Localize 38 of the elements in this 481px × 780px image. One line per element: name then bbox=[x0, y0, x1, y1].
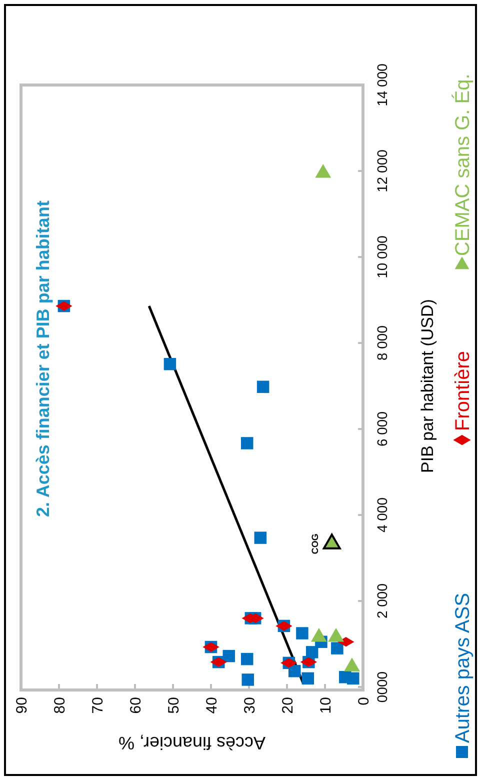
y-tick-label: 6 000 bbox=[374, 411, 390, 447]
point bbox=[302, 672, 314, 685]
x-tick-label: 50 bbox=[165, 697, 182, 714]
text: CEMAC sans G. Éq. bbox=[451, 74, 474, 256]
x-tick-label: 70 bbox=[89, 697, 106, 714]
x-tick-label: 20 bbox=[279, 697, 296, 714]
annotation: COG bbox=[310, 534, 320, 554]
y-axis-title: PIB par habitant (USD) bbox=[418, 299, 437, 473]
point bbox=[256, 380, 270, 393]
y-tick-label: 8 000 bbox=[374, 325, 390, 361]
x-tick-label: 80 bbox=[51, 697, 68, 714]
y-tick-label: 10 000 bbox=[374, 235, 390, 278]
point bbox=[222, 650, 235, 662]
text: 2. Accès financier et PIB par habitant bbox=[33, 200, 53, 517]
x-tick-label: 10 bbox=[317, 697, 334, 714]
x-tick-label: 90 bbox=[13, 697, 30, 714]
y-tick-label: 2 000 bbox=[374, 583, 390, 619]
point bbox=[254, 532, 267, 544]
point bbox=[242, 674, 254, 686]
point bbox=[164, 358, 176, 370]
point bbox=[240, 437, 254, 450]
x-tick-label: 40 bbox=[203, 697, 220, 714]
y-tick-label: 12 000 bbox=[374, 149, 390, 192]
point bbox=[306, 646, 318, 658]
y-tick-label: 14 000 bbox=[374, 63, 390, 106]
y-tick-label: 0000 bbox=[374, 671, 390, 703]
x-axis-title: Accès financier, % bbox=[118, 733, 266, 753]
x-tick-label: 60 bbox=[127, 697, 144, 714]
point bbox=[288, 664, 301, 678]
y-tick-label: 4 000 bbox=[374, 497, 390, 533]
text: Frontière bbox=[452, 350, 474, 431]
x-tick-label: 30 bbox=[241, 697, 258, 714]
point bbox=[240, 652, 254, 666]
point bbox=[296, 627, 308, 640]
text: Autres pays ASS bbox=[452, 592, 474, 743]
point bbox=[331, 642, 344, 654]
x-tick-label: 0 bbox=[355, 697, 372, 706]
point bbox=[346, 672, 360, 685]
